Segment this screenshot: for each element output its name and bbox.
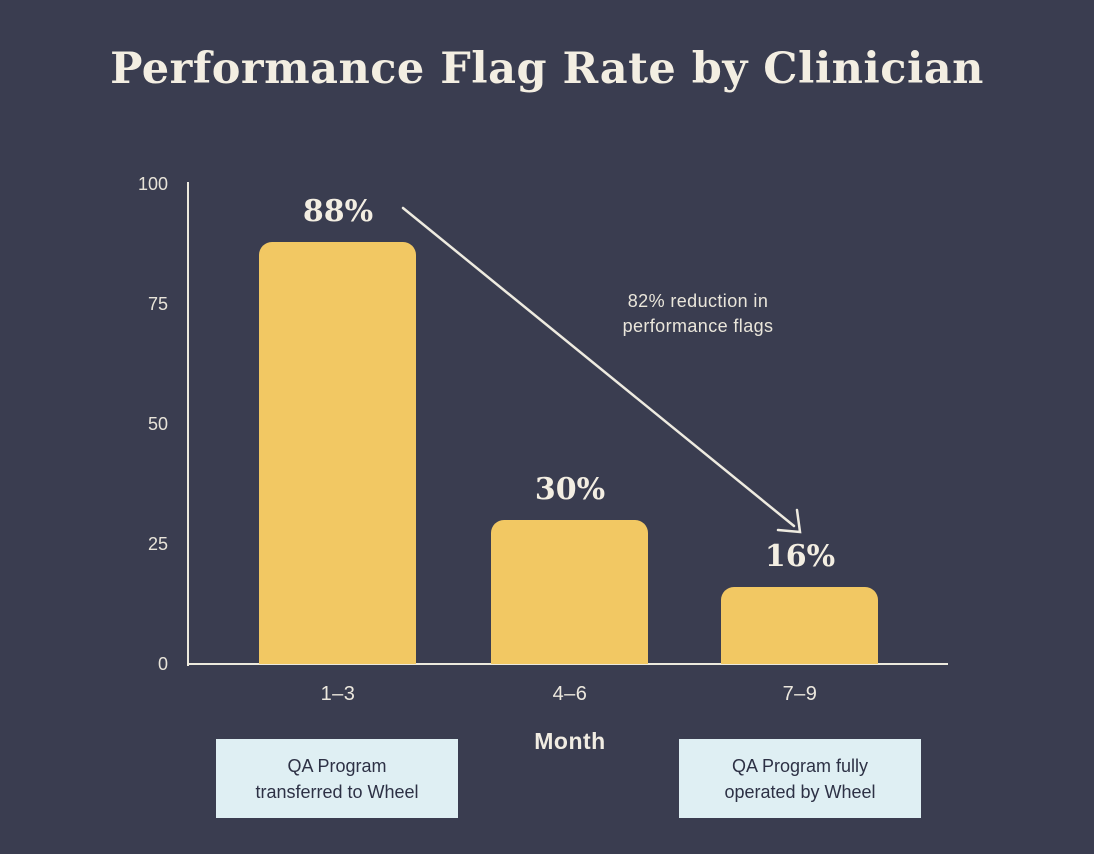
reduction-annotation-line1: 82% reduction in bbox=[627, 291, 769, 311]
y-tick-label: 100 bbox=[137, 174, 168, 194]
chart-title: Performance Flag Rate by Clinician bbox=[110, 44, 984, 94]
y-tick-label: 0 bbox=[157, 654, 168, 674]
reduction-annotation: 82% reduction in performance flags bbox=[557, 289, 839, 339]
callout-qa-transferred: QA Program transferred to Wheel bbox=[216, 739, 458, 818]
bar-months-4-6 bbox=[491, 520, 648, 664]
x-tick-label: 7–9 bbox=[782, 683, 818, 705]
x-axis-title: Month bbox=[534, 728, 606, 754]
callout-left-line2: transferred to Wheel bbox=[255, 781, 419, 802]
bar-value-label: 88% bbox=[302, 193, 374, 229]
bar-months-1-3 bbox=[259, 241, 416, 664]
bar-value-label: 30% bbox=[534, 472, 606, 507]
bar-value-label: 16% bbox=[764, 539, 836, 575]
x-tick-label: 1–3 bbox=[320, 683, 356, 705]
x-axis-line bbox=[187, 663, 948, 665]
y-axis-line bbox=[187, 182, 189, 666]
callout-qa-fully-operated: QA Program fully operated by Wheel bbox=[679, 739, 921, 818]
y-tick-label: 50 bbox=[147, 414, 168, 434]
y-tick-label: 75 bbox=[147, 294, 168, 314]
bar-months-7-9 bbox=[721, 587, 878, 664]
callout-right-line2: operated by Wheel bbox=[724, 781, 876, 802]
callout-right-line1: QA Program fully bbox=[731, 755, 869, 776]
y-tick-label: 25 bbox=[147, 534, 168, 554]
x-tick-label: 4–6 bbox=[552, 683, 588, 705]
reduction-annotation-line2: performance flags bbox=[622, 316, 774, 336]
callout-left-line1: QA Program bbox=[287, 755, 387, 776]
